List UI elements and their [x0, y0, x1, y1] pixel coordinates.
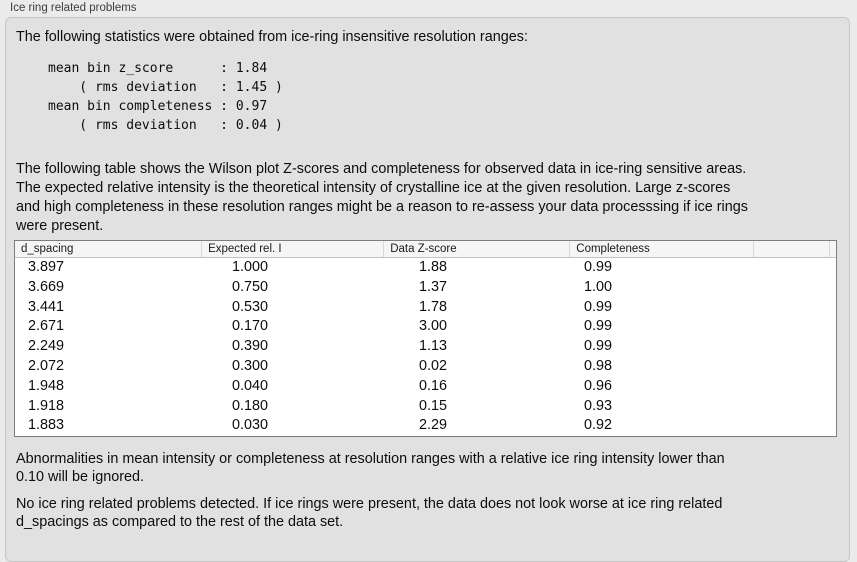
- groupbox-title: Ice ring related problems: [10, 2, 137, 14]
- cell-expected-rel-i: 0.030: [232, 417, 269, 434]
- cell-data-z-score: 0.15: [419, 397, 448, 414]
- column-header-filler: [829, 241, 836, 257]
- table-row[interactable]: 1.948 0.040 0.16 0.96: [15, 377, 836, 397]
- cell-data-z-score: 0.02: [419, 357, 448, 374]
- table-row[interactable]: 3.669 0.750 1.37 1.00: [15, 278, 836, 298]
- cell-completeness: 0.96: [584, 377, 613, 394]
- table-row[interactable]: 1.883 0.030 2.29 0.92: [15, 416, 836, 436]
- cell-expected-rel-i: 1.000: [232, 259, 269, 275]
- description-text: The following table shows the Wilson plo…: [16, 161, 748, 234]
- cell-expected-rel-i: 0.300: [232, 357, 269, 374]
- cell-d-spacing: 3.441: [28, 298, 65, 315]
- conclusion-text: No ice ring related problems detected. I…: [16, 496, 723, 531]
- cell-completeness: 0.93: [584, 397, 613, 414]
- stats-block: mean bin z_score : 1.84 ( rms deviation …: [48, 61, 283, 133]
- column-header-empty[interactable]: [753, 241, 829, 257]
- note-ignore-text: Abnormalities in mean intensity or compl…: [16, 451, 725, 486]
- cell-d-spacing: 2.671: [28, 318, 65, 335]
- table-row[interactable]: 2.072 0.300 0.02 0.98: [15, 357, 836, 377]
- cell-d-spacing: 3.897: [28, 259, 65, 275]
- cell-d-spacing: 3.669: [28, 278, 65, 295]
- cell-completeness: 1.00: [584, 278, 613, 295]
- cell-d-spacing: 1.948: [28, 377, 65, 394]
- cell-completeness: 0.99: [584, 318, 613, 335]
- cell-data-z-score: 2.29: [419, 417, 448, 434]
- cell-completeness: 0.99: [584, 338, 613, 355]
- cell-data-z-score: 3.00: [419, 318, 448, 335]
- cell-expected-rel-i: 0.530: [232, 298, 269, 315]
- column-header-expected-rel-i[interactable]: Expected rel. I: [201, 241, 383, 257]
- table-row[interactable]: 1.918 0.180 0.15 0.93: [15, 397, 836, 417]
- column-header-d-spacing[interactable]: d_spacing: [21, 243, 74, 255]
- cell-expected-rel-i: 0.750: [232, 278, 269, 295]
- table-header-row: d_spacing Expected rel. I Data Z-score C…: [15, 241, 836, 258]
- ice-ring-table: d_spacing Expected rel. I Data Z-score C…: [14, 240, 837, 438]
- cell-completeness: 0.92: [584, 417, 613, 434]
- cell-data-z-score: 0.16: [419, 377, 448, 394]
- cell-d-spacing: 1.918: [28, 397, 65, 414]
- cell-expected-rel-i: 0.390: [232, 338, 269, 355]
- table-row[interactable]: 2.249 0.390 1.13 0.99: [15, 337, 836, 357]
- table-row[interactable]: 2.671 0.170 3.00 0.99: [15, 317, 836, 337]
- cell-data-z-score: 1.37: [419, 278, 448, 295]
- cell-expected-rel-i: 0.180: [232, 397, 269, 414]
- table-body: 3.897 1.000 1.88 0.99 3.669 0.750 1.37 1…: [15, 258, 836, 436]
- column-header-data-z-score[interactable]: Data Z-score: [383, 241, 569, 257]
- cell-expected-rel-i: 0.170: [232, 318, 269, 335]
- cell-data-z-score: 1.13: [419, 338, 448, 355]
- table-row[interactable]: 3.441 0.530 1.78 0.99: [15, 298, 836, 318]
- intro-text: The following statistics were obtained f…: [16, 29, 528, 45]
- cell-completeness: 0.99: [584, 298, 613, 315]
- cell-d-spacing: 1.883: [28, 417, 65, 434]
- table-row[interactable]: 3.897 1.000 1.88 0.99: [15, 258, 836, 278]
- cell-data-z-score: 1.88: [419, 259, 448, 275]
- cell-completeness: 0.99: [584, 259, 613, 275]
- column-header-completeness[interactable]: Completeness: [569, 241, 753, 257]
- cell-d-spacing: 2.249: [28, 338, 65, 355]
- cell-data-z-score: 1.78: [419, 298, 448, 315]
- ice-ring-panel: The following statistics were obtained f…: [5, 17, 850, 562]
- cell-completeness: 0.98: [584, 357, 613, 374]
- cell-d-spacing: 2.072: [28, 357, 65, 374]
- cell-expected-rel-i: 0.040: [232, 377, 269, 394]
